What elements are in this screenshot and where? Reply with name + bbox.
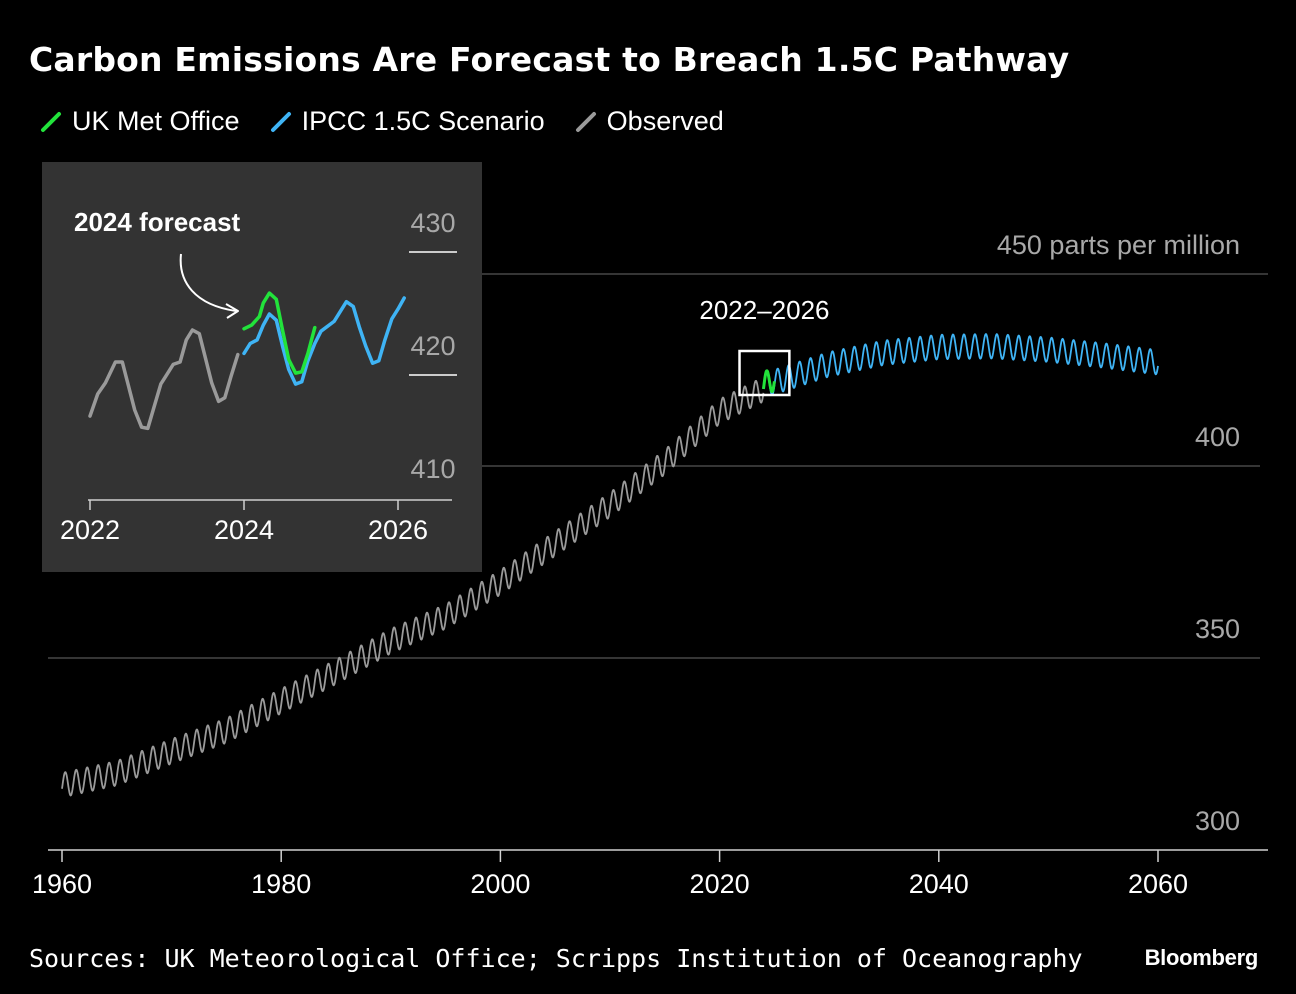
legend: UK Met Office IPCC 1.5C Scenario Observe… [40, 106, 754, 137]
inset-series-line-observed [88, 328, 240, 431]
x-tick-label: 1980 [251, 869, 311, 899]
y-tick-label: 300 [1195, 806, 1240, 836]
series-line-uk-met-office [761, 369, 776, 394]
annotation-label: 2022–2026 [699, 295, 829, 325]
series-line-ipcc-1-5c-scenario [762, 333, 1159, 396]
inset-y-tick-label: 420 [410, 331, 455, 361]
legend-swatch-observed [575, 111, 596, 132]
inset-y-tick-label: 410 [410, 454, 455, 484]
inset-x-tick-label: 2024 [214, 515, 274, 545]
inset-background [42, 162, 482, 572]
inset-arrow-head [225, 303, 239, 319]
inset-x-tick-label: 2022 [60, 515, 120, 545]
annotation-box [738, 349, 791, 397]
y-tick-label: 350 [1195, 614, 1240, 644]
legend-item-ipcc: IPCC 1.5C Scenario [270, 106, 545, 137]
legend-swatch-ipcc [270, 111, 291, 132]
y-tick-label: 400 [1195, 422, 1240, 452]
x-tick-label: 2060 [1128, 869, 1188, 899]
inset-panel: 430 420 410 2022 2024 2026 2024 forecast [42, 162, 482, 572]
chart-title: Carbon Emissions Are Forecast to Breach … [29, 40, 1070, 79]
legend-label-observed: Observed [606, 106, 724, 136]
x-tick-label: 2040 [909, 869, 969, 899]
x-tick-label: 2020 [690, 869, 750, 899]
legend-item-observed: Observed [575, 106, 724, 137]
legend-item-uk-met-office: UK Met Office [40, 106, 240, 137]
inset-arrow-shaft [179, 253, 237, 312]
brand-logo: Bloomberg [1144, 945, 1259, 970]
inset-y-tick-label: 430 [410, 208, 455, 238]
legend-label-uk-met-office: UK Met Office [72, 106, 240, 136]
legend-label-ipcc: IPCC 1.5C Scenario [301, 106, 545, 136]
x-tick-label: 1960 [32, 869, 92, 899]
y-tick-label: 450 parts per million [997, 230, 1240, 260]
inset-x-tick-label: 2026 [368, 515, 428, 545]
x-tick-label: 2000 [470, 869, 530, 899]
inset-title: 2024 forecast [74, 207, 241, 237]
source-note: Sources: UK Meteorological Office; Scrip… [29, 944, 1083, 973]
inset-series-line-uk-met-office [242, 291, 317, 375]
inset-series-line-ipcc-1-5c-scenario [242, 296, 406, 386]
series-line-observed [61, 379, 765, 797]
legend-swatch-uk-met-office [41, 111, 61, 132]
